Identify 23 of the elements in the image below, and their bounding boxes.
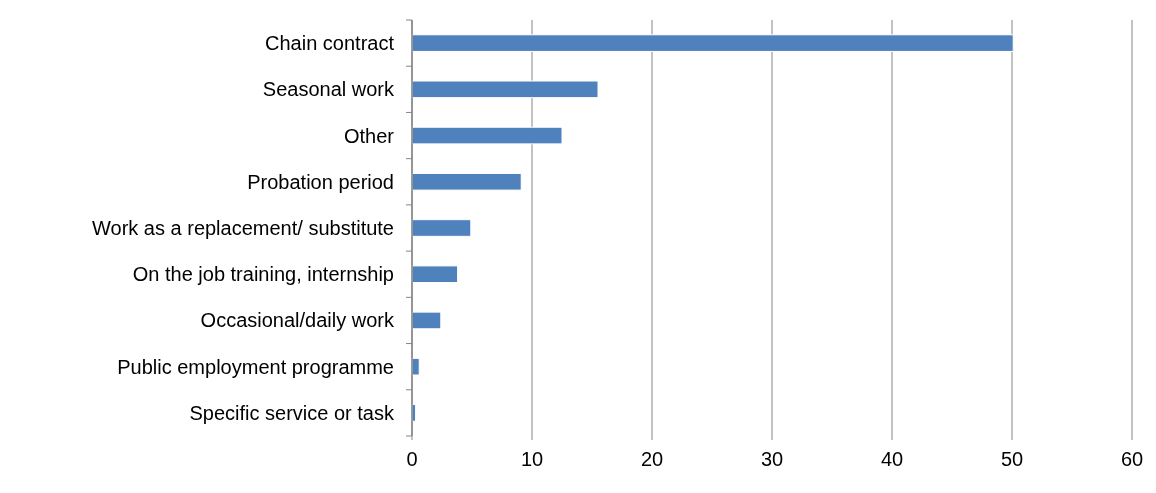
y-tick-label: Occasional/daily work bbox=[200, 309, 395, 332]
y-tick-label: Chain contract bbox=[265, 32, 395, 55]
x-tick-label: 50 bbox=[1000, 448, 1024, 470]
bar bbox=[411, 126, 563, 145]
y-tick-label: Seasonal work bbox=[262, 78, 395, 101]
x-tick-label: 60 bbox=[1120, 448, 1144, 470]
y-tick-label: Work as a replacement/ substitute bbox=[92, 217, 394, 239]
x-tick-label: 10 bbox=[520, 448, 544, 470]
x-tick-label: 30 bbox=[760, 448, 784, 470]
bar bbox=[411, 265, 459, 284]
bar bbox=[411, 311, 442, 330]
y-tick-label: Probation period bbox=[247, 170, 394, 193]
x-tick-label: 20 bbox=[640, 448, 664, 470]
bar bbox=[411, 34, 1014, 52]
y-tick-label: Public employment programme bbox=[117, 355, 394, 378]
x-tick-label: 40 bbox=[880, 448, 904, 470]
y-tick-label: On the job training, internship bbox=[132, 263, 394, 286]
bar bbox=[411, 219, 472, 237]
bar bbox=[411, 172, 522, 191]
y-tick-label: Other bbox=[343, 124, 395, 147]
y-tick-label: Specific service or task bbox=[189, 401, 395, 424]
bar bbox=[411, 80, 599, 99]
x-tick-label: 0 bbox=[406, 448, 418, 470]
